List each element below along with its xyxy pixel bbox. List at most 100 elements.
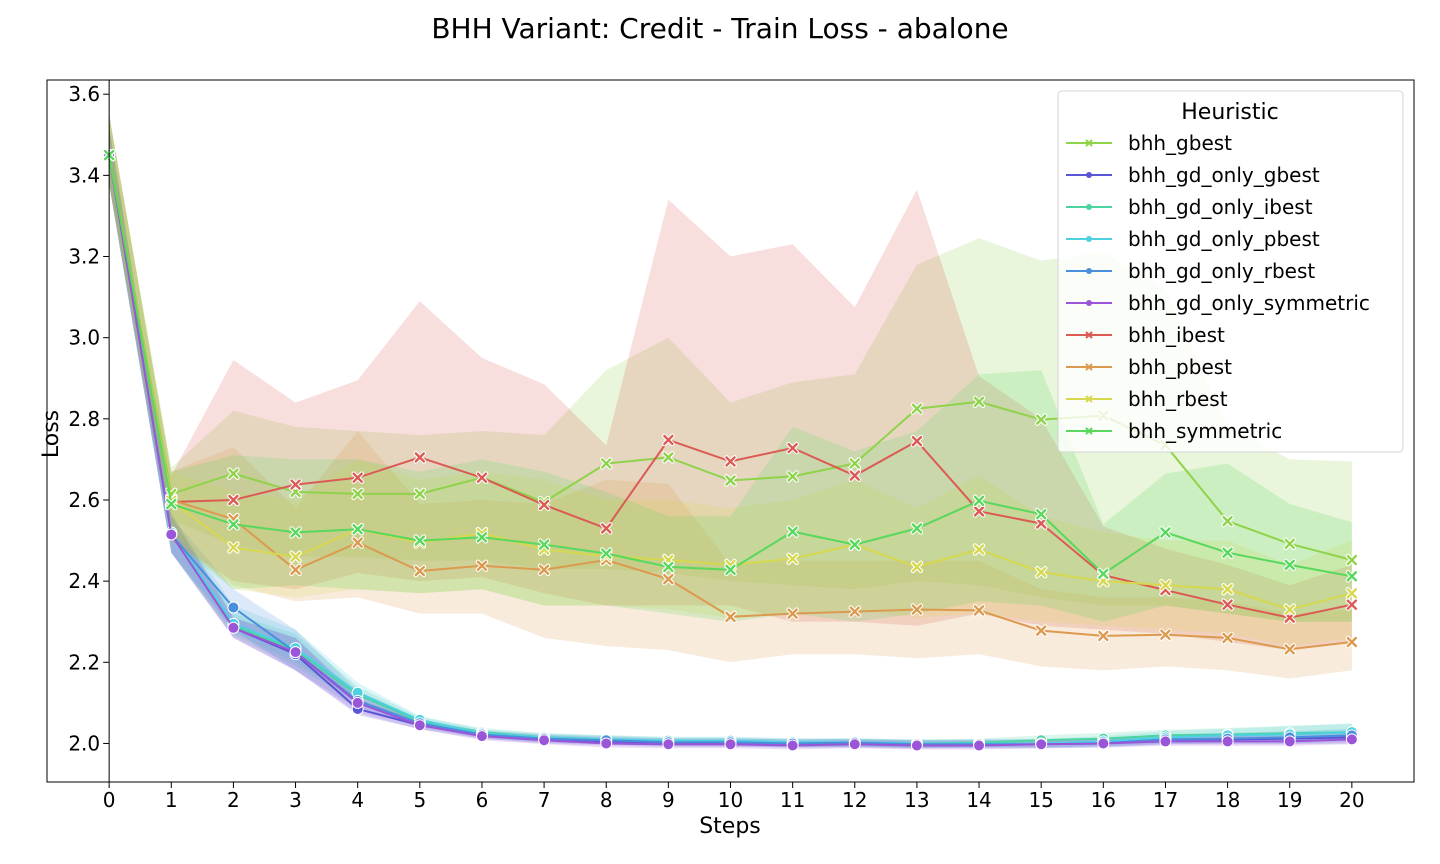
x-tick-label: 11 (780, 788, 805, 812)
point-bhh_rbest (1284, 604, 1295, 615)
point-bhh_pbest (414, 565, 426, 577)
y-tick-label: 3.4 (68, 163, 100, 187)
point-bhh_gbest (849, 458, 860, 469)
point-bhh_gd_only_symmetric (1035, 738, 1048, 751)
point-bhh_symmetric (1346, 571, 1358, 582)
point-bhh_pbest (1098, 630, 1109, 642)
x-tick-label: 13 (904, 788, 929, 812)
x-tick-label: 15 (1028, 788, 1053, 812)
point-bhh_ibest (787, 442, 798, 454)
legend: Heuristic bhh_gbest bhh_gd_only_gbest bhh_… (1057, 90, 1404, 453)
legend-label-bhh_gbest: bhh_gbest (1128, 131, 1232, 155)
point-bhh_gd_only_symmetric (538, 734, 551, 747)
y-tick-label: 3.6 (68, 82, 100, 106)
x-tick-label: 17 (1153, 788, 1178, 812)
chart-title: BHH Variant: Credit - Train Loss - abalo… (431, 12, 1008, 45)
point-bhh_gd_only_symmetric (351, 696, 364, 709)
x-tick-label: 0 (103, 788, 116, 812)
point-bhh_pbest (476, 560, 488, 571)
point-bhh_gd_only_symmetric (1345, 733, 1358, 746)
legend-marker-bhh_gbest (1085, 139, 1093, 147)
y-tick-label: 2.2 (68, 650, 100, 674)
point-bhh_gd_only_symmetric (600, 737, 613, 750)
point-bhh_pbest (973, 605, 985, 616)
point-bhh_gd_only_symmetric (475, 730, 488, 743)
x-tick-label: 10 (718, 788, 743, 812)
point-bhh_symmetric (601, 548, 612, 559)
point-bhh_gd_only_symmetric (786, 739, 799, 752)
point-bhh_rbest (1222, 584, 1233, 595)
point-bhh_pbest (787, 608, 798, 619)
point-bhh_gd_only_symmetric (165, 528, 178, 541)
point-bhh_symmetric (414, 535, 426, 546)
legend-marker-bhh_gd_only_symmetric (1086, 300, 1092, 306)
point-bhh_rbest (290, 551, 301, 562)
y-tick-label: 2.0 (68, 731, 100, 755)
point-bhh_ibest (228, 494, 239, 506)
legend-label-bhh_symmetric: bhh_symmetric (1128, 419, 1282, 443)
legend-label-bhh_gd_only_gbest: bhh_gd_only_gbest (1128, 163, 1320, 187)
point-bhh_pbest (1222, 632, 1233, 644)
legend-label-bhh_ibest: bhh_ibest (1128, 323, 1225, 347)
point-bhh_gd_only_symmetric (1159, 735, 1172, 748)
point-bhh_gd_only_symmetric (724, 738, 737, 751)
point-bhh_symmetric (787, 526, 798, 537)
point-bhh_ibest (849, 470, 860, 481)
x-tick-label: 7 (538, 788, 551, 812)
point-bhh_gd_only_symmetric (1097, 737, 1110, 750)
point-bhh_pbest (849, 606, 860, 617)
x-tick-label: 9 (662, 788, 675, 812)
legend-marker-bhh_gd_only_pbest (1086, 236, 1092, 242)
y-tick-label: 3.2 (68, 245, 100, 269)
point-bhh_gd_only_symmetric (289, 646, 302, 659)
legend-label-bhh_gd_only_ibest: bhh_gd_only_ibest (1128, 195, 1313, 219)
point-bhh_gd_only_symmetric (1221, 735, 1234, 748)
x-tick-label: 18 (1215, 788, 1240, 812)
lines-layer (102, 148, 1359, 752)
point-bhh_gbest (787, 471, 798, 482)
y-tick-label: 2.8 (68, 407, 100, 431)
point-bhh_symmetric (663, 561, 674, 573)
point-bhh_gbest (1035, 414, 1047, 425)
legend-marker-bhh_gd_only_rbest (1086, 268, 1092, 274)
x-tick-label: 16 (1091, 788, 1116, 812)
point-bhh_ibest (601, 523, 612, 534)
point-bhh_ibest (476, 472, 488, 483)
legend-label-bhh_gd_only_pbest: bhh_gd_only_pbest (1128, 227, 1320, 251)
point-bhh_gbest (973, 396, 985, 407)
legend-label-bhh_rbest: bhh_rbest (1128, 387, 1228, 411)
point-bhh_symmetric (725, 564, 736, 575)
point-bhh_symmetric (1160, 527, 1171, 538)
point-bhh_pbest (911, 604, 923, 615)
point-bhh_gd_only_rbest (227, 601, 240, 614)
point-bhh_gbest (1346, 554, 1358, 566)
legend-marker-bhh_pbest (1085, 363, 1093, 371)
point-bhh_rbest (1160, 579, 1171, 591)
point-bhh_pbest (290, 564, 301, 575)
x-tick-label: 19 (1277, 788, 1302, 812)
point-bhh_gd_only_symmetric (227, 621, 240, 634)
point-bhh_ibest (352, 472, 363, 483)
point-bhh_symmetric (166, 498, 177, 510)
point-bhh_symmetric (849, 539, 860, 550)
point-bhh_ibest (973, 506, 985, 517)
point-bhh_ibest (414, 452, 426, 463)
point-bhh_gd_only_symmetric (910, 739, 923, 752)
point-bhh_gbest (228, 468, 239, 479)
point-bhh_symmetric (1098, 568, 1109, 580)
band-bhh_rbest (109, 114, 1352, 647)
point-bhh_pbest (352, 537, 363, 548)
x-tick-label: 12 (842, 788, 867, 812)
point-bhh_rbest (1346, 588, 1358, 599)
y-tick-label: 2.4 (68, 569, 100, 593)
point-bhh_symmetric (973, 495, 985, 506)
point-bhh_gbest (1222, 515, 1233, 527)
point-bhh_ibest (1035, 518, 1047, 529)
legend-label-bhh_gd_only_symmetric: bhh_gd_only_symmetric (1128, 291, 1370, 315)
x-tick-label: 6 (476, 788, 489, 812)
point-bhh_gbest (911, 403, 923, 414)
point-bhh_ibest (725, 456, 736, 467)
x-tick-label: 20 (1339, 788, 1364, 812)
point-bhh_symmetric (476, 532, 488, 543)
point-bhh_gd_only_symmetric (413, 719, 426, 732)
